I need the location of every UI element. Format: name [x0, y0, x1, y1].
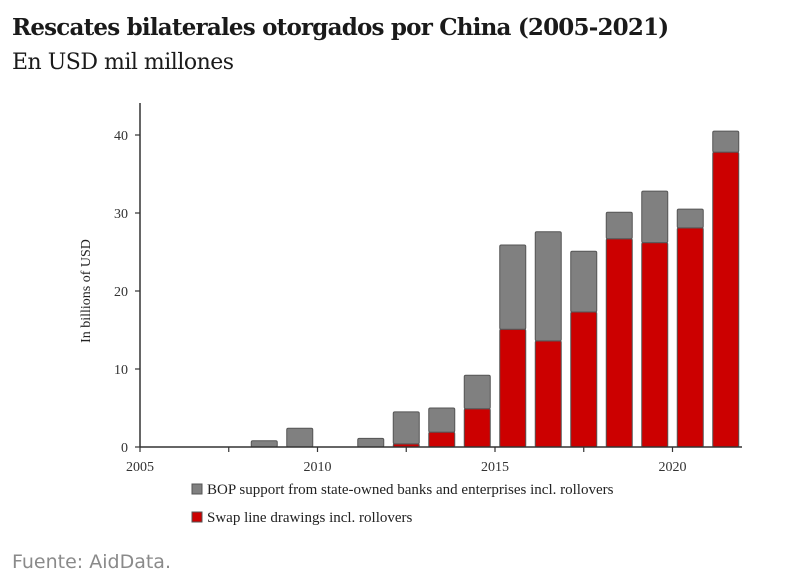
y-tick-label: 30 — [114, 207, 128, 222]
bar-bop-2015 — [499, 244, 527, 330]
chart-subtitle: En USD mil millones — [12, 50, 234, 75]
chart-title: Rescates bilaterales otorgados por China… — [12, 14, 669, 41]
bar-bop-2019 — [641, 190, 669, 244]
y-tick-label: 10 — [114, 363, 128, 378]
legend-label: Swap line drawings incl. rollovers — [207, 510, 413, 526]
bar-bop-2014 — [463, 374, 491, 410]
legend-item: BOP support from state-owned banks and e… — [191, 482, 614, 498]
bar-bop-2016 — [534, 231, 562, 342]
bar-swap-2016 — [534, 340, 562, 448]
legend-swatch — [191, 483, 203, 495]
bar-bop-2008 — [250, 440, 278, 448]
legend-item: Swap line drawings incl. rollovers — [191, 510, 413, 526]
bar-swap-2013 — [428, 431, 456, 448]
legend-label: BOP support from state-owned banks and e… — [207, 482, 614, 498]
x-tick-label: 2020 — [659, 460, 687, 475]
bar-bop-2018 — [605, 211, 633, 240]
y-tick-label: 20 — [114, 285, 128, 300]
bar-bop-2009 — [286, 427, 314, 448]
legend: BOP support from state-owned banks and e… — [191, 482, 614, 526]
x-tick-label: 2005 — [126, 460, 154, 475]
bar-bop-2011 — [357, 437, 385, 448]
x-tick-label: 2010 — [304, 460, 332, 475]
x-tick-label: 2015 — [481, 460, 509, 475]
bar-swap-2017 — [570, 311, 598, 448]
y-axis-title: In billions of USD — [79, 239, 94, 343]
y-tick-label: 40 — [114, 129, 128, 144]
bar-bop-2013 — [428, 407, 456, 433]
bar-bop-2021 — [712, 130, 740, 153]
bar-swap-2019 — [641, 242, 669, 448]
bar-bop-2012 — [392, 411, 420, 445]
y-tick-label: 0 — [121, 441, 128, 456]
bar-swap-2014 — [463, 408, 491, 448]
bars-layer — [250, 130, 740, 448]
bar-swap-2018 — [605, 238, 633, 448]
bar-swap-2020 — [676, 227, 704, 448]
bar-swap-2021 — [712, 151, 740, 448]
axes-layer: 0 10 20 30 40 2005 2010 2015 2020 In billions of … — [79, 103, 742, 475]
legend-swatch — [191, 511, 203, 523]
bar-bop-2020 — [676, 208, 704, 229]
bar-swap-2015 — [499, 328, 527, 448]
bar-bop-2017 — [570, 250, 598, 313]
source-note: Fuente: AidData. — [12, 551, 171, 573]
